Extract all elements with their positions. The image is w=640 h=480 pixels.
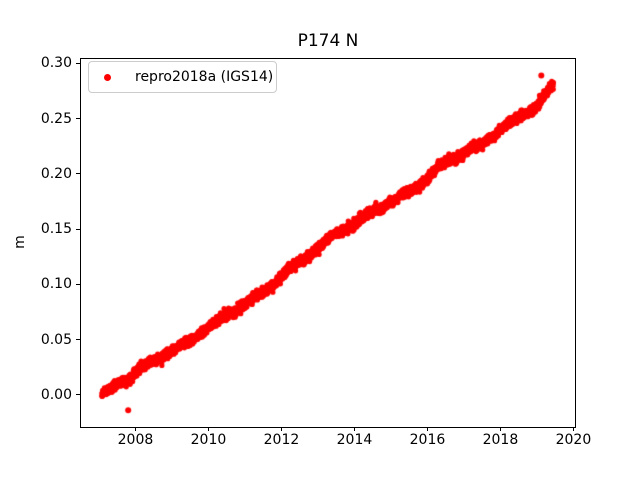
y-axis-label: m	[12, 235, 28, 249]
legend: repro2018a (IGS14)	[88, 61, 277, 93]
red-dot-marker-icon	[104, 73, 111, 81]
chart-title: P174 N	[297, 31, 359, 51]
legend-series-label: repro2018a (IGS14)	[135, 69, 274, 85]
